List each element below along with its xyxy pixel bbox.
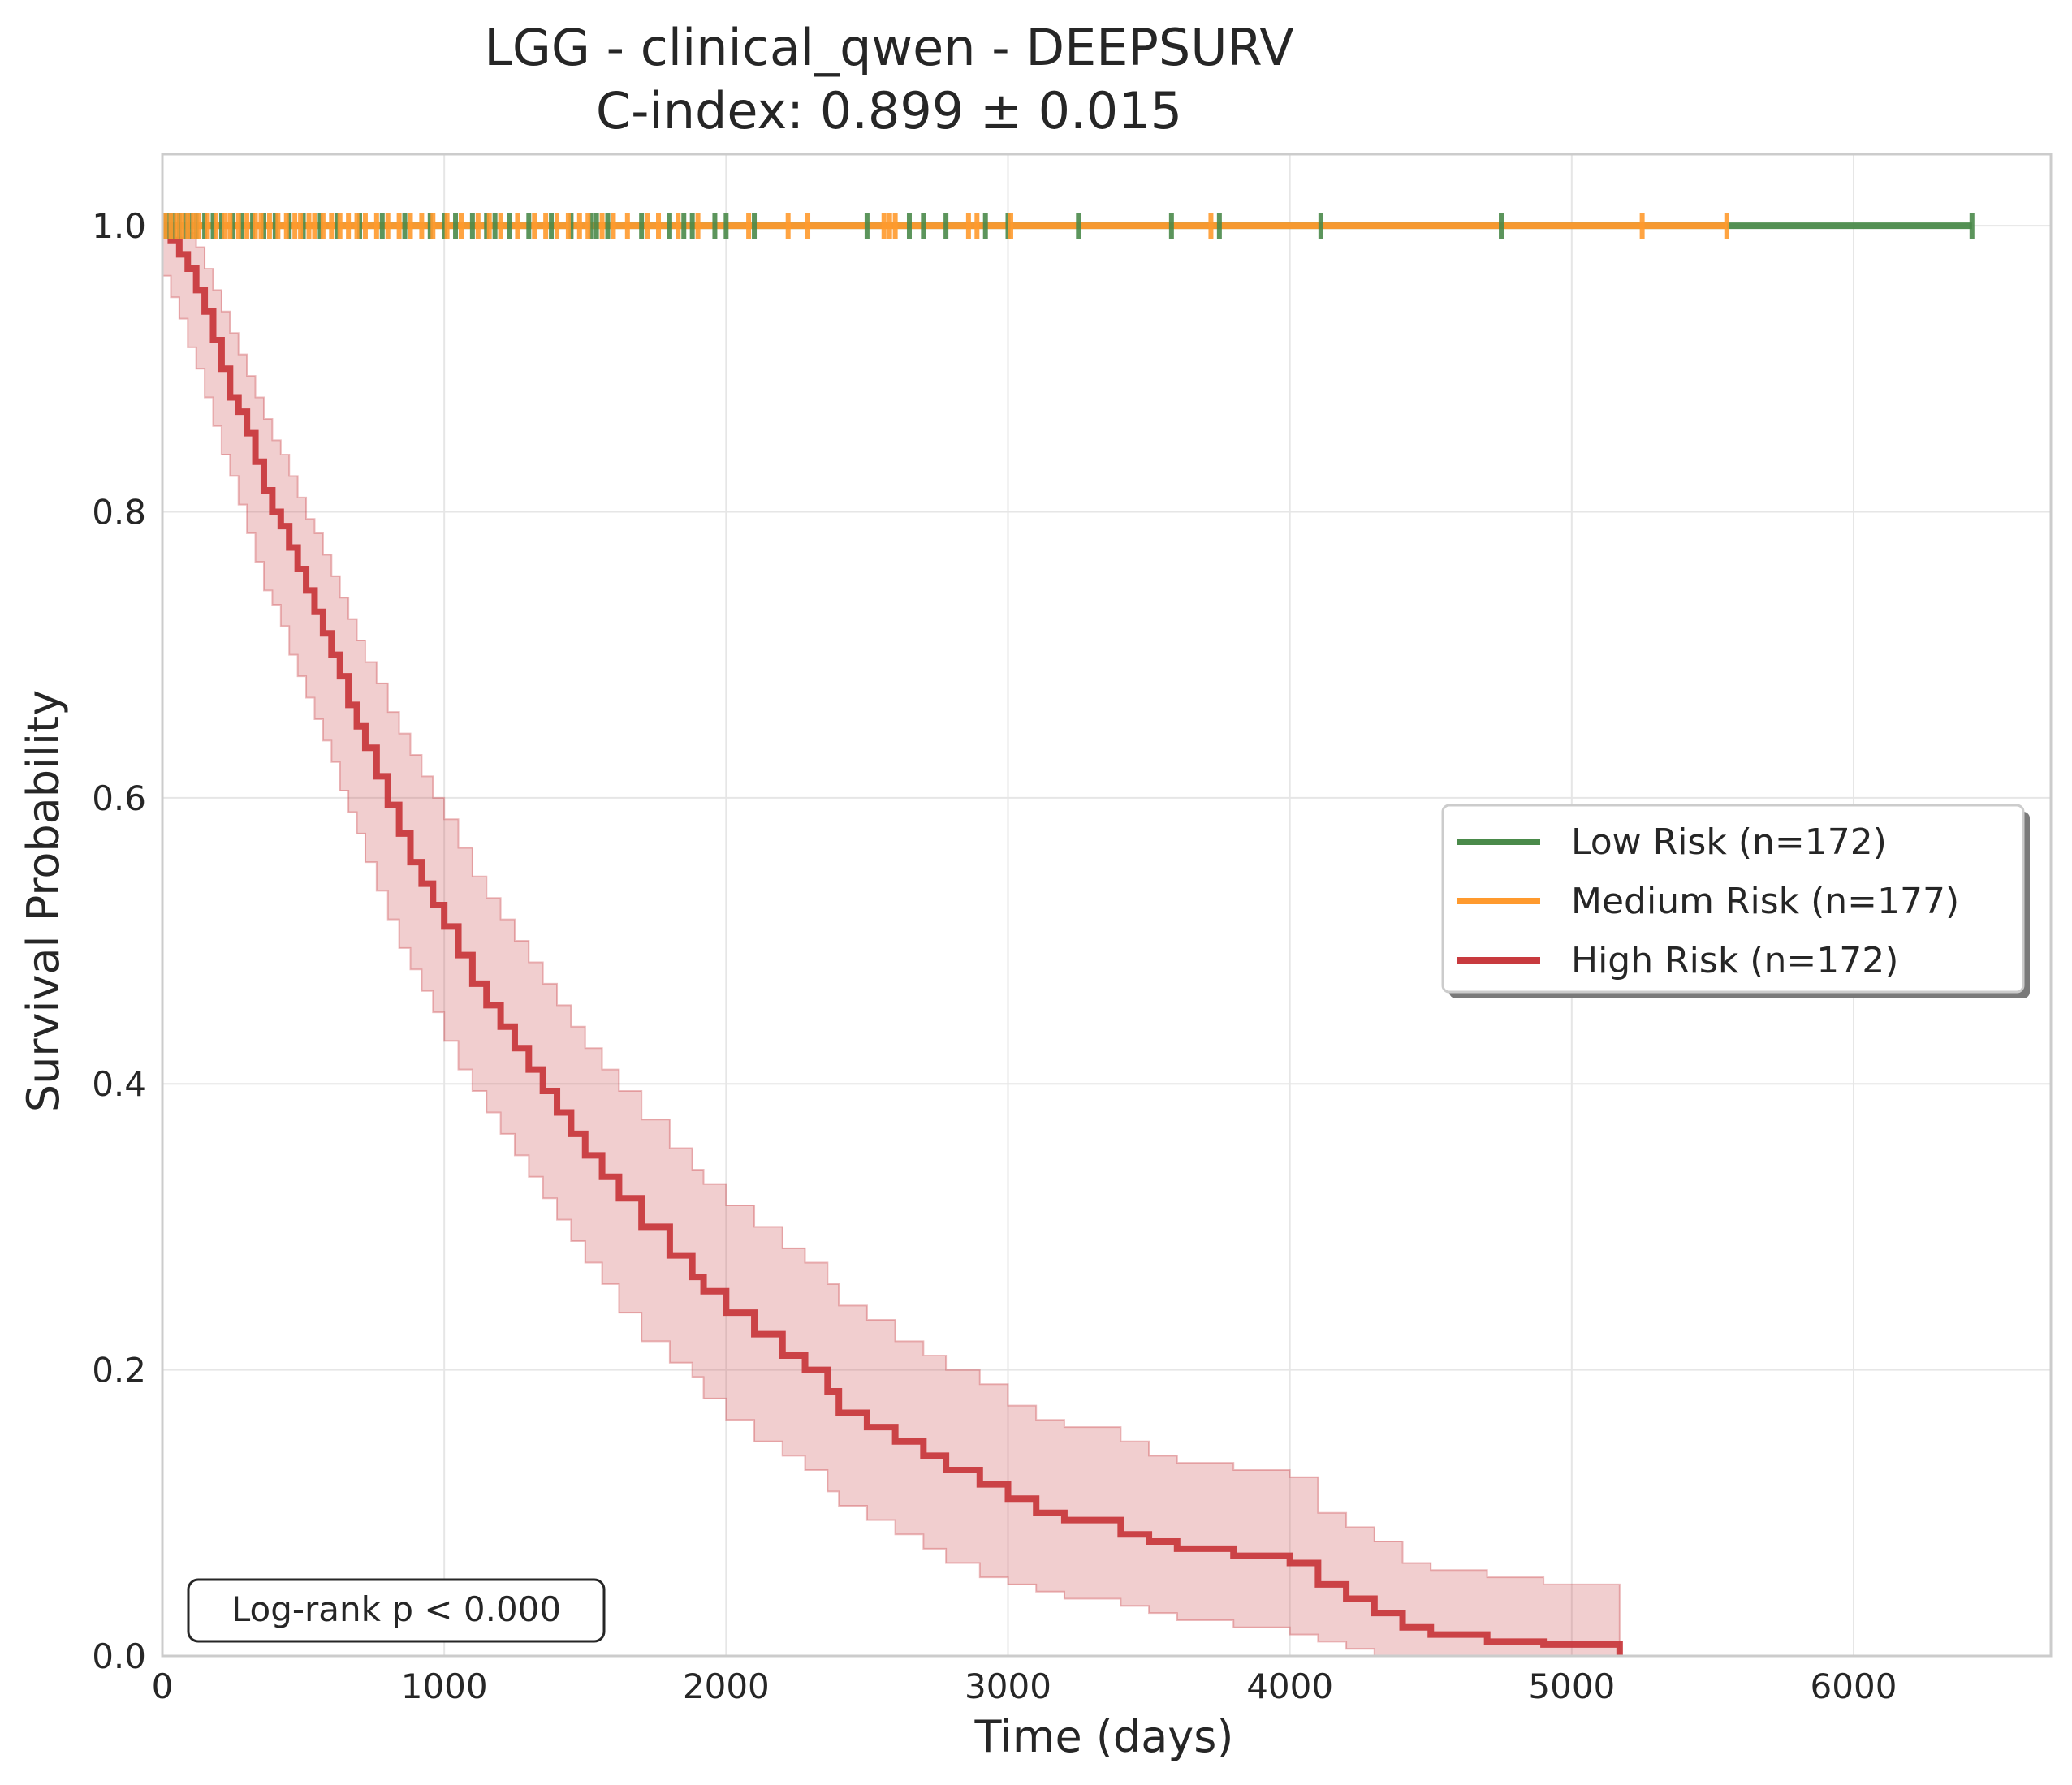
x-tick-label: 2000 bbox=[683, 1666, 770, 1706]
y-tick-label: 0.2 bbox=[92, 1351, 146, 1390]
y-tick-label: 0.0 bbox=[92, 1636, 146, 1676]
y-tick-label: 0.4 bbox=[92, 1064, 146, 1104]
logrank-annotation: Log-rank p < 0.000 bbox=[187, 1578, 606, 1643]
x-tick-label: 6000 bbox=[1811, 1666, 1897, 1706]
legend-label-2: High Risk (n=172) bbox=[1571, 940, 1898, 981]
survival-curve-2 bbox=[162, 222, 1623, 1656]
x-tick-label: 4000 bbox=[1246, 1666, 1333, 1706]
x-axis-ticks: 0 1000 2000 3000 4000 5000 6000 bbox=[152, 1666, 1897, 1706]
plot-frame bbox=[161, 153, 2053, 1658]
y-tick-label: 0.6 bbox=[92, 778, 146, 818]
y-axis-ticks: 0.0 0.2 0.4 0.6 0.8 1.0 bbox=[92, 206, 146, 1676]
x-axis-label: Time (days) bbox=[974, 1711, 1234, 1762]
legend: Low Risk (n=172) Medium Risk (n=177) High … bbox=[1441, 804, 2030, 998]
logrank-box bbox=[187, 1578, 606, 1643]
x-tick-label: 3000 bbox=[965, 1666, 1051, 1706]
x-tick-label: 5000 bbox=[1528, 1666, 1615, 1706]
confidence-bands bbox=[162, 225, 1621, 1657]
legend-label-1: Medium Risk (n=177) bbox=[1571, 881, 1959, 922]
legend-label-0: Low Risk (n=172) bbox=[1571, 821, 1887, 863]
censor-marks bbox=[161, 213, 1975, 239]
chart-subtitle: C-index: 0.899 ± 0.015 bbox=[596, 81, 1182, 140]
legend-items: Low Risk (n=172) Medium Risk (n=177) High … bbox=[1457, 821, 1959, 981]
chart-title: LGG - clinical_qwen - DEEPSURV bbox=[484, 18, 1293, 77]
x-tick-label: 1000 bbox=[401, 1666, 488, 1706]
y-tick-label: 1.0 bbox=[92, 206, 146, 246]
y-tick-label: 0.8 bbox=[92, 492, 146, 532]
x-tick-label: 0 bbox=[152, 1666, 174, 1706]
y-axis-label: Survival Probability bbox=[18, 690, 69, 1112]
logrank-text: Log-rank p < 0.000 bbox=[231, 1589, 561, 1629]
legend-box bbox=[1441, 804, 2025, 994]
confidence-band-2 bbox=[162, 225, 1621, 1657]
